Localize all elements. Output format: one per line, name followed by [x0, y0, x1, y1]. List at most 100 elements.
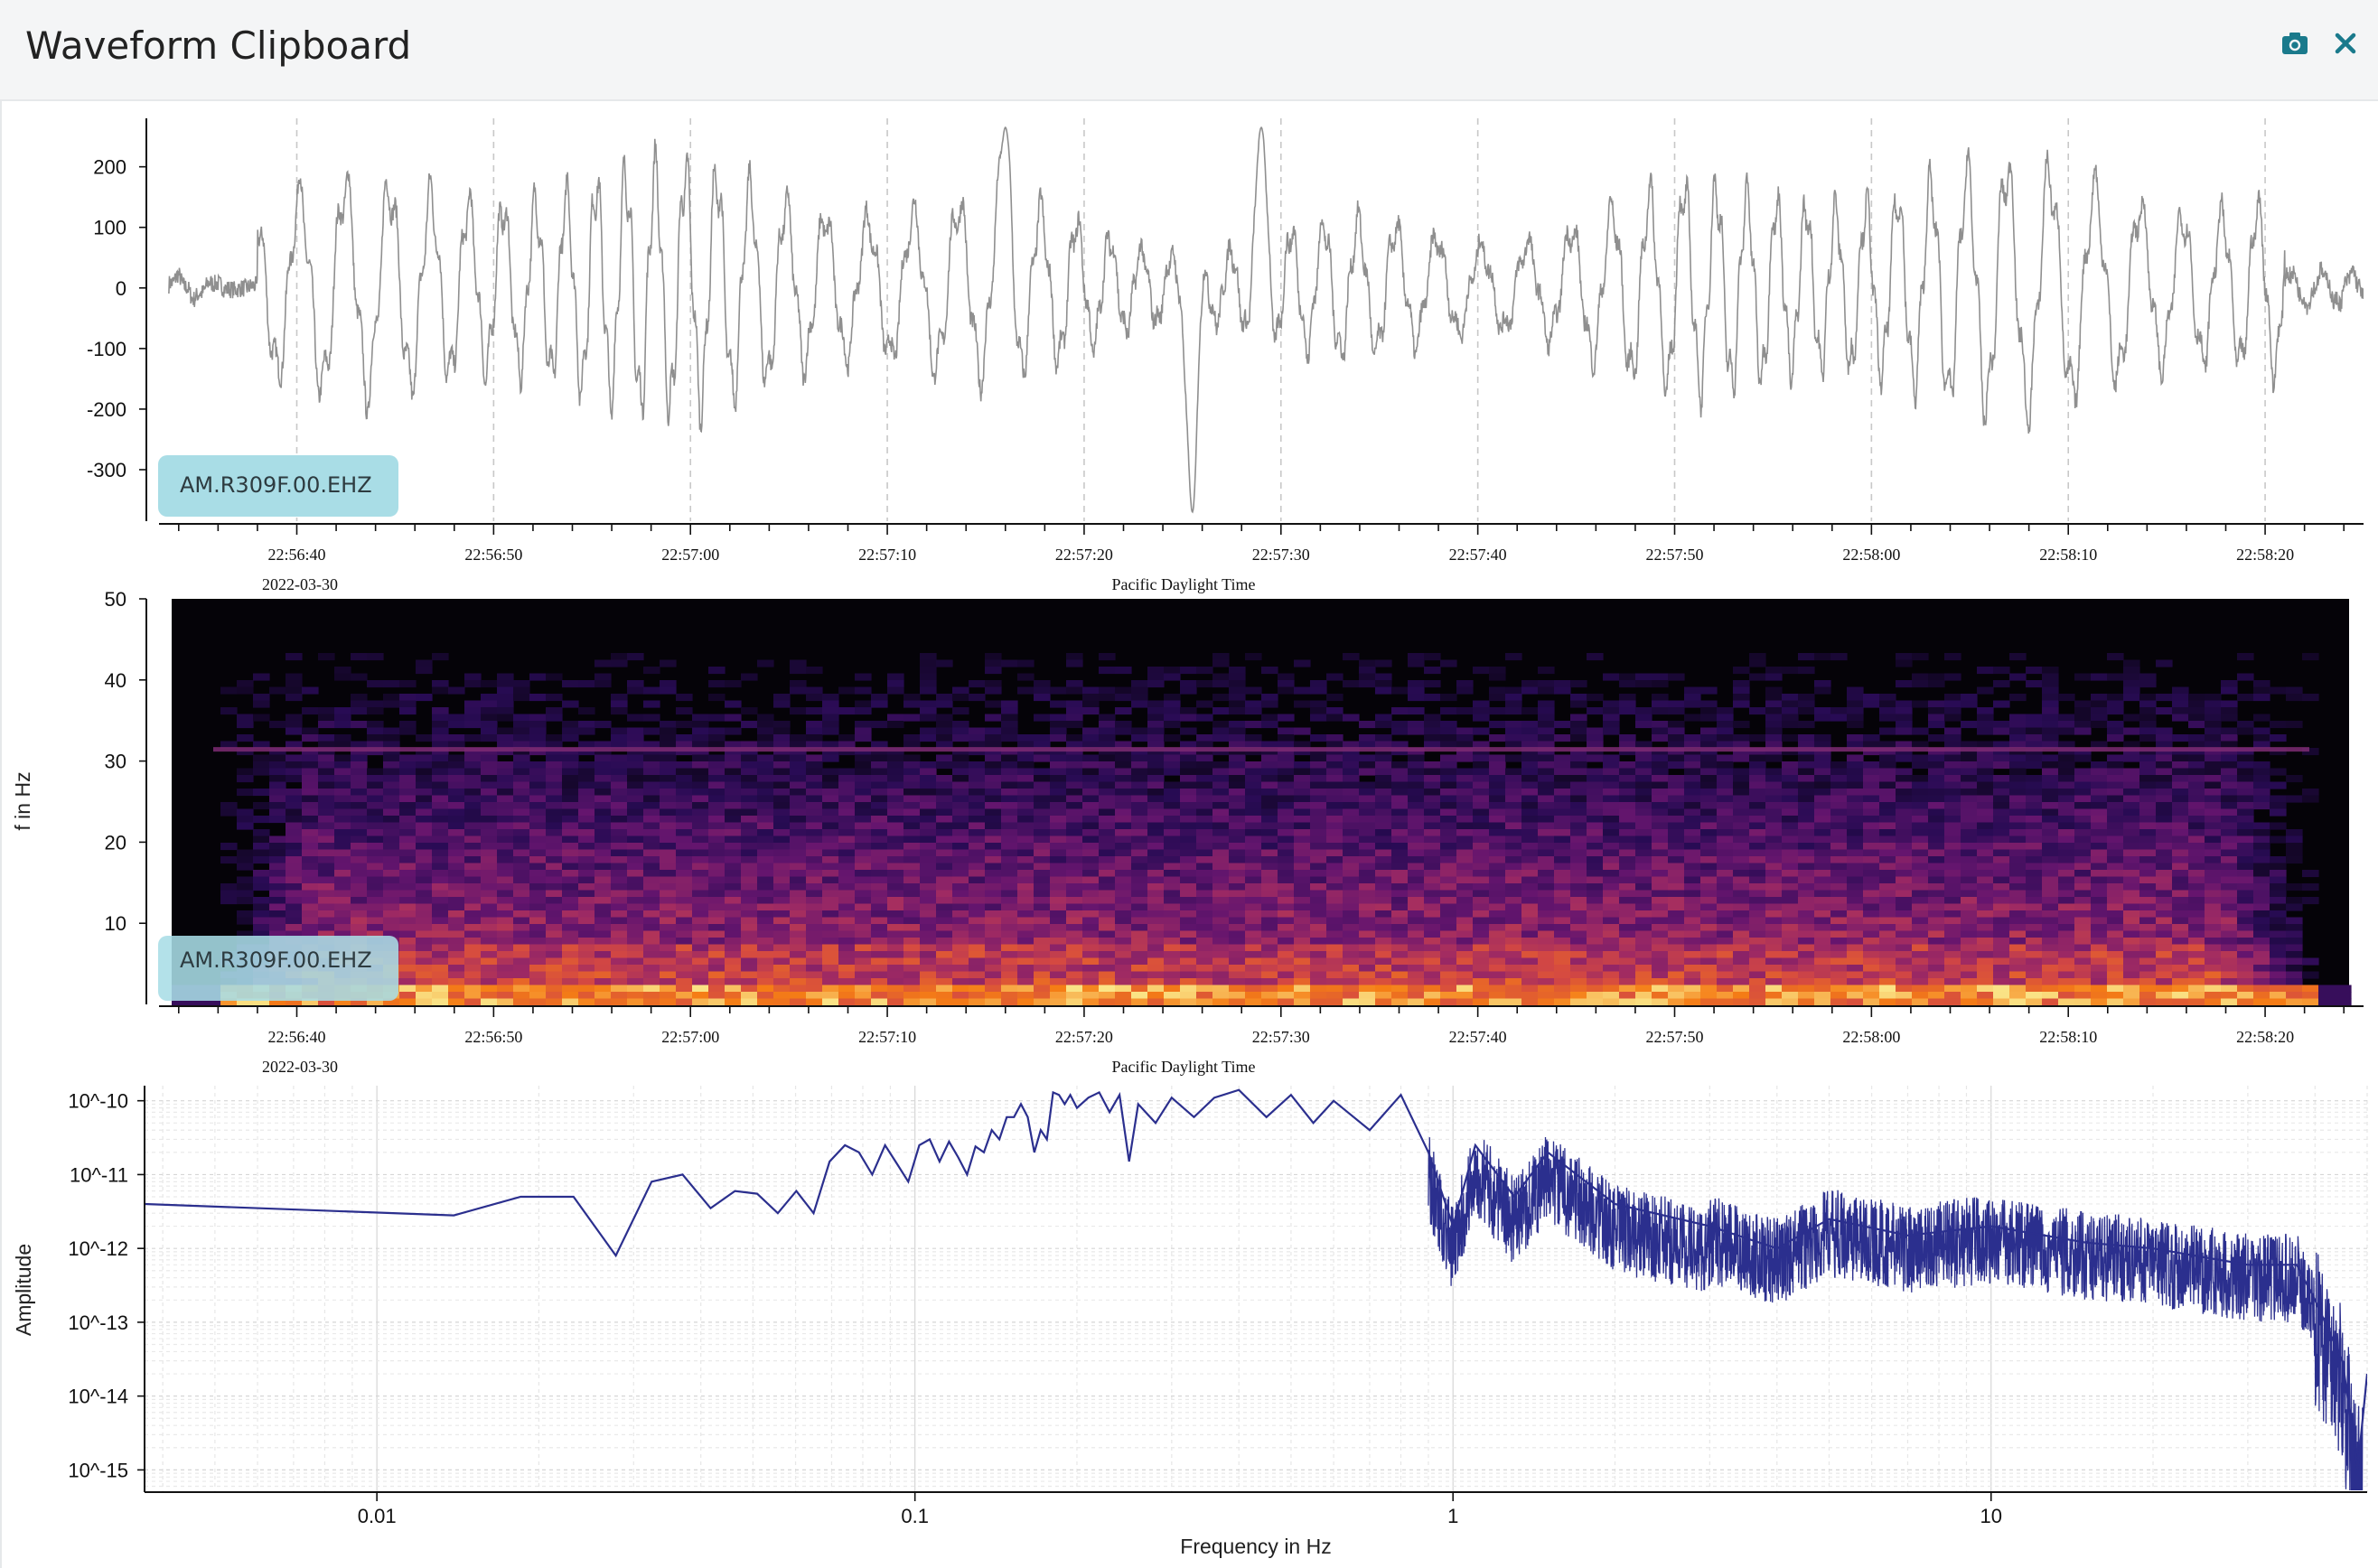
spectrogram-cell — [1782, 694, 1799, 702]
spectrogram-cell — [969, 822, 986, 830]
spectrogram-cell — [302, 816, 319, 824]
spectrogram-cell — [302, 917, 319, 925]
spectrogram-cell — [611, 978, 628, 986]
spectrogram-cell — [1896, 957, 1913, 966]
spectrogram-cell — [643, 829, 660, 837]
spectrogram-cell — [1294, 727, 1311, 735]
spectrogram-cell — [1538, 951, 1555, 959]
spectrogram-cell — [1375, 951, 1392, 959]
spectrogram-cell — [1440, 741, 1457, 749]
spectrogram-cell — [985, 957, 1002, 966]
spectrogram-cell — [1749, 924, 1766, 932]
seismogram-channel-chip[interactable]: AM.R309F.00.EHZ — [158, 455, 398, 517]
spectrogram-cell — [806, 938, 823, 946]
spectrogram-cell — [1765, 883, 1783, 891]
spectrogram-cell — [741, 992, 758, 1000]
spectrogram-cell — [1896, 714, 1913, 722]
spectrogram-cell — [1993, 727, 2010, 735]
spectrogram-cell — [708, 816, 726, 824]
spectrogram-cell — [838, 951, 856, 959]
spectrogram-cell — [399, 727, 417, 735]
spectrogram-cell — [1245, 843, 1262, 851]
spectrogram-cell — [1456, 727, 1474, 735]
spectrogram-cell — [1229, 686, 1246, 695]
spectrogram-cell — [1034, 903, 1051, 911]
spectrogram-cell — [1765, 876, 1783, 884]
spectrogram-cell — [952, 876, 969, 884]
spectrogram-cell — [1603, 992, 1620, 1000]
spectrogram-cell — [757, 727, 774, 735]
spectrogram-cell — [334, 870, 351, 878]
spectrogram-cell — [1684, 734, 1701, 742]
spectrogram-cell — [448, 808, 465, 817]
spectrogram-cell — [887, 992, 904, 1000]
spectrogram-cell — [1587, 897, 1604, 905]
spectrogram-cell — [1115, 802, 1132, 810]
spectrogram-cell — [1196, 985, 1213, 993]
spectrogram-cell — [334, 924, 351, 932]
spectrogram-cell — [1212, 957, 1230, 966]
spectrogram-cell — [334, 849, 351, 857]
spectrogram-cell — [1440, 985, 1457, 993]
spectrogram-cell — [1863, 870, 1880, 878]
spectrogram-cell — [1343, 808, 1360, 817]
spectrogram-cell — [546, 795, 563, 803]
spectrogram-cell — [1505, 971, 1522, 979]
spectrogram-cell — [383, 910, 400, 919]
spectrogram-cell — [1391, 686, 1409, 695]
spectrogram-cell — [741, 910, 758, 919]
spectrogram-cell — [1912, 978, 1929, 986]
spectrogram-cell — [1359, 843, 1376, 851]
spectrogram-cell — [871, 822, 888, 830]
spectrogram-cell — [806, 930, 823, 938]
spectrogram-cell — [334, 741, 351, 749]
spectrogram-cell — [1847, 890, 1864, 898]
spectrogram-cell — [708, 897, 726, 905]
spectrogram-cell — [1326, 734, 1343, 742]
spectrogram-cell — [302, 775, 319, 783]
spectrogram-cell — [757, 721, 774, 729]
spectrogram-cell — [1229, 897, 1246, 905]
spectrogram-cell — [1164, 978, 1181, 986]
spectrogram-cell — [318, 822, 335, 830]
spectrogram-cell — [1343, 856, 1360, 864]
spectrogram-cell — [1066, 680, 1083, 688]
spectrogram-cell — [1147, 856, 1165, 864]
spectrogram-cell — [1863, 883, 1880, 891]
spectrogram-cell — [220, 890, 238, 898]
spectrogram-cell — [562, 985, 579, 993]
spectrogram-cell — [1538, 957, 1555, 966]
close-icon[interactable] — [2327, 25, 2364, 61]
spectrogram-cell — [822, 795, 839, 803]
spectrogram-cell — [871, 829, 888, 837]
spectrogram-cell — [513, 978, 530, 986]
spectrogram-cell — [1619, 917, 1636, 925]
spectrogram-cell — [513, 883, 530, 891]
spectrogram-cell — [318, 829, 335, 837]
spectrogram-cell — [1863, 965, 1880, 973]
spectrogram-cell — [611, 903, 628, 911]
spectrogram-cell — [432, 856, 449, 864]
spectrogram-cell — [1652, 985, 1669, 993]
spectrogram-cell — [546, 835, 563, 844]
spectrogram-cell — [334, 856, 351, 864]
spectrogram-cell — [1652, 816, 1669, 824]
spectrogram-cell — [513, 843, 530, 851]
spectrogram-cell — [1017, 686, 1035, 695]
spectrogram-cell — [1050, 795, 1067, 803]
seismogram-x-tick-label: 22:56:40 — [267, 546, 325, 564]
spectrogram-cell — [1001, 930, 1018, 938]
spectrogram-cell — [773, 971, 791, 979]
camera-icon[interactable] — [2277, 25, 2313, 61]
spectrogram-cell — [1147, 883, 1165, 891]
spectrogram-cell — [741, 870, 758, 878]
spectrogram-cell — [1912, 775, 1929, 783]
spectrogram-cell — [1424, 897, 1441, 905]
spectrogram-cell — [1749, 985, 1766, 993]
spectrogram-cell — [1912, 971, 1929, 979]
spectrogram-cell — [1652, 957, 1669, 966]
spectrogram-cell — [1489, 775, 1506, 783]
spectrogram-cell — [1229, 843, 1246, 851]
spectrogram-cell — [1245, 781, 1262, 789]
spectrogram-cell — [1619, 992, 1636, 1000]
